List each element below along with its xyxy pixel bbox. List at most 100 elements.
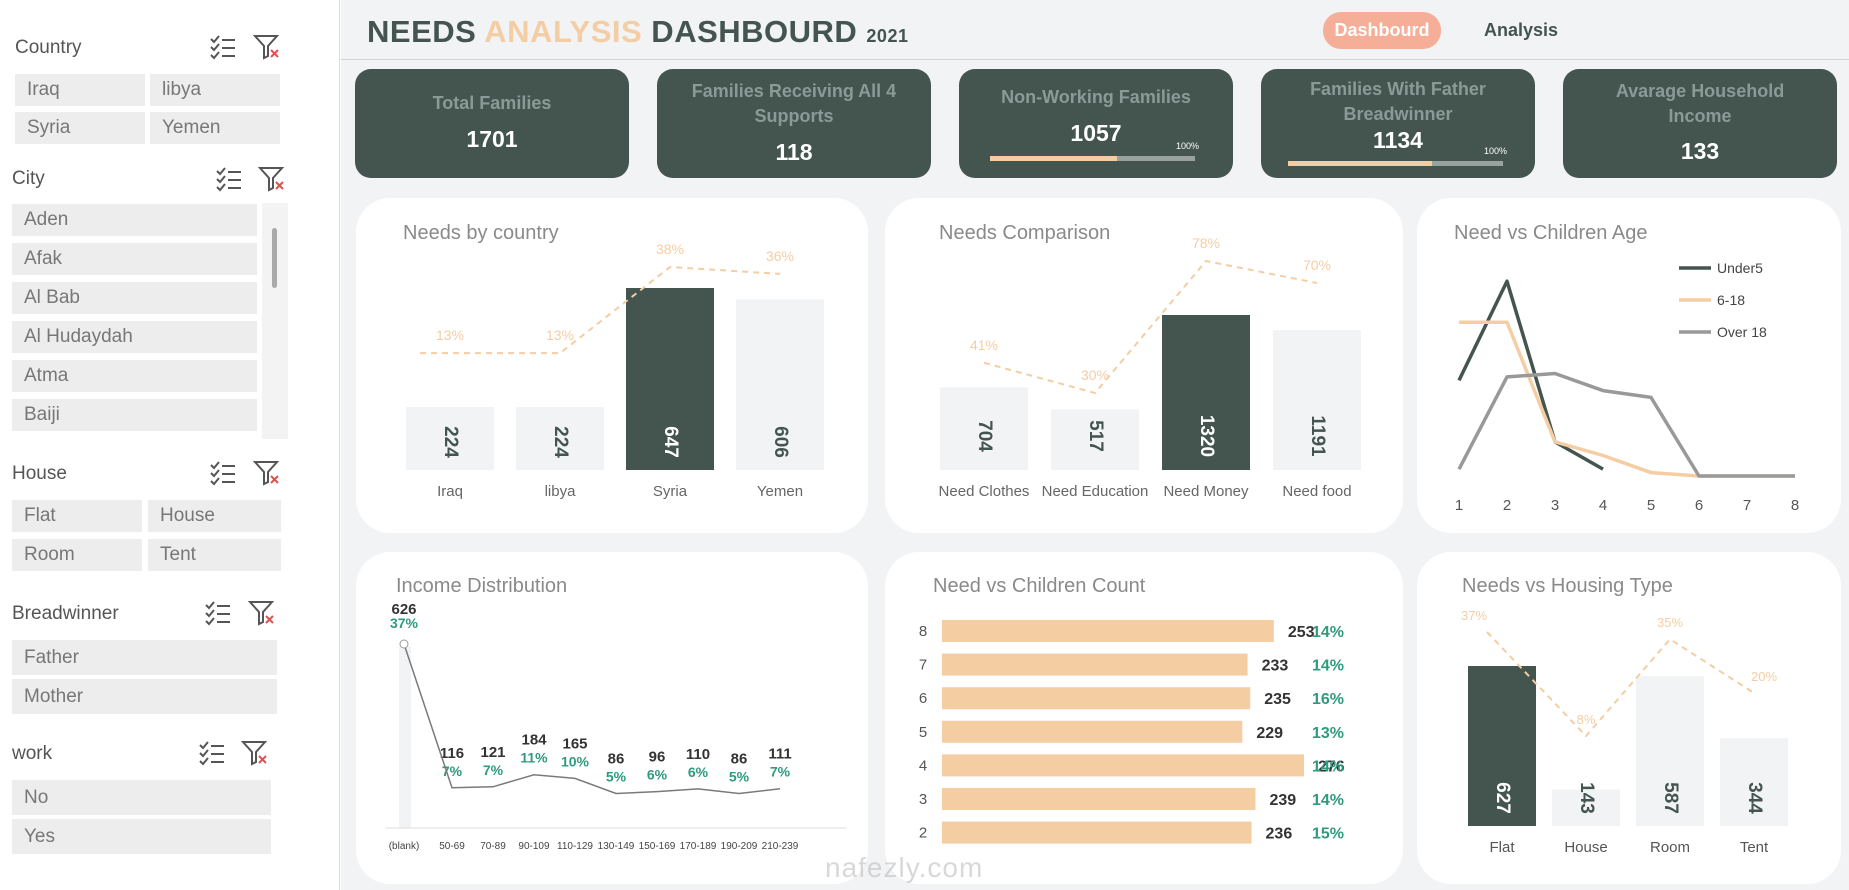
kpi-father-breadwinner: Families With Father Breadwinner 1134 10… [1261, 69, 1535, 178]
bar-value-label: 1320 [1196, 415, 1217, 457]
kpi-progress-label: 100% [1484, 146, 1508, 156]
kpi-total-families: Total Families 1701 [355, 69, 629, 178]
chart-income-distribution: 62637%(blank)1167%50-691217%70-8918411%9… [386, 601, 846, 852]
y-tick-label: 5 [919, 724, 927, 741]
point-value-label: 626 [391, 601, 416, 618]
bar-value-label: 627 [1492, 782, 1513, 814]
slicer-item[interactable]: Mother [12, 679, 277, 714]
bar-value-label: 229 [1256, 725, 1283, 742]
x-tick-label: 7 [1743, 497, 1751, 514]
kpi-value: 1134 [1373, 127, 1423, 153]
point-pct-label: 5% [729, 769, 750, 785]
y-tick-label: 6 [919, 690, 927, 707]
x-tick-label: 5 [1647, 497, 1655, 514]
slicer-title-house: House [12, 463, 67, 484]
x-tick-label: Need Money [1163, 483, 1249, 500]
bar-value-label: 587 [1660, 782, 1681, 814]
bar-value-label: 143 [1576, 782, 1597, 814]
bar-value-label: 233 [1262, 658, 1289, 675]
bar-value-label: 239 [1269, 792, 1296, 809]
title-accent: ANALYSIS [484, 14, 643, 49]
line-pct-label: 36% [766, 248, 794, 264]
title-part2: DASHBOURD [642, 14, 867, 49]
bar-value-label: 236 [1266, 826, 1293, 843]
slicer-item[interactable]: Yemen [150, 112, 280, 144]
x-tick-label: 50-69 [439, 841, 465, 852]
point-value-label: 116 [440, 745, 464, 762]
slicer-item[interactable]: Al Bab [12, 282, 257, 314]
x-tick-label: 190-209 [721, 841, 758, 852]
slicer-item[interactable]: No [12, 780, 271, 815]
kpi-progress-bar [1288, 161, 1503, 166]
scrollbar-thumb[interactable] [272, 228, 277, 288]
slicer-item[interactable]: Atma [12, 360, 257, 392]
chart-title: Needs Comparison [939, 222, 1111, 244]
kpi-value: 1057 [1070, 120, 1122, 146]
multi-select-icon[interactable] [209, 460, 237, 486]
line-pct-label: 70% [1303, 257, 1331, 273]
card-needs-by-country: Needs by country 224 Iraq 13% 224 libya 13% 64… [356, 198, 868, 533]
slicer-title-city: City [12, 168, 45, 189]
bar-pct-label: 16% [1312, 691, 1344, 708]
line-pct-label: 35% [1657, 615, 1683, 630]
multi-select-icon[interactable] [198, 740, 226, 766]
slicer-item[interactable]: Room [12, 539, 142, 571]
clear-filter-icon[interactable] [248, 600, 276, 626]
point-value-label: 86 [731, 751, 748, 768]
bar-pct-label: 13% [1312, 725, 1344, 742]
series-line [1457, 371, 1795, 478]
x-tick-label: 3 [1551, 497, 1559, 514]
card-needs-comparison: Needs Comparison 704 Need Clothes 41% 517 Ne… [885, 198, 1403, 533]
kpi-label: Avarage Household Income [1615, 81, 1785, 126]
slicer-item[interactable]: Yes [12, 819, 271, 854]
chart-bar [942, 788, 1256, 810]
kpi-value: 133 [1680, 138, 1720, 164]
clear-filter-icon[interactable] [253, 460, 281, 486]
nav-analysis-button[interactable]: Analysis [1483, 20, 1559, 40]
x-tick-label: 8 [1791, 497, 1799, 514]
bar-value-label: 606 [770, 426, 791, 458]
kpi-progress-label: 100% [1176, 141, 1200, 151]
chart-title: Need vs Children Count [933, 575, 1146, 597]
multi-select-icon[interactable] [215, 166, 243, 192]
kpi-non-working: Non-Working Families 1057 100% [959, 69, 1233, 178]
card-income-distribution: Income Distribution 626 37% (blank) 116 7% 50… [356, 552, 868, 884]
multi-select-icon[interactable] [204, 600, 232, 626]
pct-trend-line [983, 259, 1318, 395]
slicer-item[interactable]: Baiji [12, 399, 257, 431]
chart-bar [736, 299, 824, 470]
y-tick-label: 4 [919, 757, 927, 774]
slicer-item[interactable]: libya [150, 74, 280, 106]
slicer-item[interactable]: House [148, 500, 281, 532]
clear-filter-icon[interactable] [253, 34, 281, 60]
line-pct-label: 37% [1461, 608, 1487, 623]
chart-bar [406, 406, 494, 470]
area-fill [399, 646, 411, 828]
slicer-item[interactable]: Tent [148, 539, 281, 571]
slicer-item[interactable]: Syria [15, 112, 145, 144]
chart-bar [942, 620, 1274, 642]
clear-filter-icon[interactable] [258, 166, 286, 192]
card-need-vs-children-count: Need vs Children Count 8 253 14% 7 233 14% 6 23… [885, 552, 1403, 884]
chart-bar [1636, 676, 1704, 826]
bar-value-label: 224 [550, 426, 571, 458]
bar-pct-label: 14% [1312, 658, 1344, 675]
y-tick-label: 3 [919, 791, 927, 808]
kpi-all-supports: Families Receiving All 4 Supports 118 [657, 69, 931, 178]
x-tick-label: 70-89 [480, 841, 506, 852]
slicer-item[interactable]: Flat [12, 500, 142, 532]
chart-title: Needs vs Housing Type [1462, 575, 1673, 597]
slicer-item[interactable]: Iraq [15, 74, 145, 106]
series-line [1459, 320, 1795, 478]
slicer-item[interactable]: Al Hudaydah [12, 321, 257, 353]
slicer-item[interactable]: Afak [12, 243, 257, 275]
slicer-title-country: Country [15, 37, 82, 58]
slicer-item[interactable]: Aden [12, 204, 257, 236]
line-pct-label: 20% [1751, 669, 1777, 684]
clear-filter-icon[interactable] [241, 740, 269, 766]
point-pct-label: 6% [688, 764, 709, 780]
x-tick-label: libya [545, 483, 577, 500]
nav-dashboard-button[interactable]: Dashbourd [1323, 12, 1441, 49]
multi-select-icon[interactable] [209, 34, 237, 60]
slicer-item[interactable]: Father [12, 640, 277, 675]
